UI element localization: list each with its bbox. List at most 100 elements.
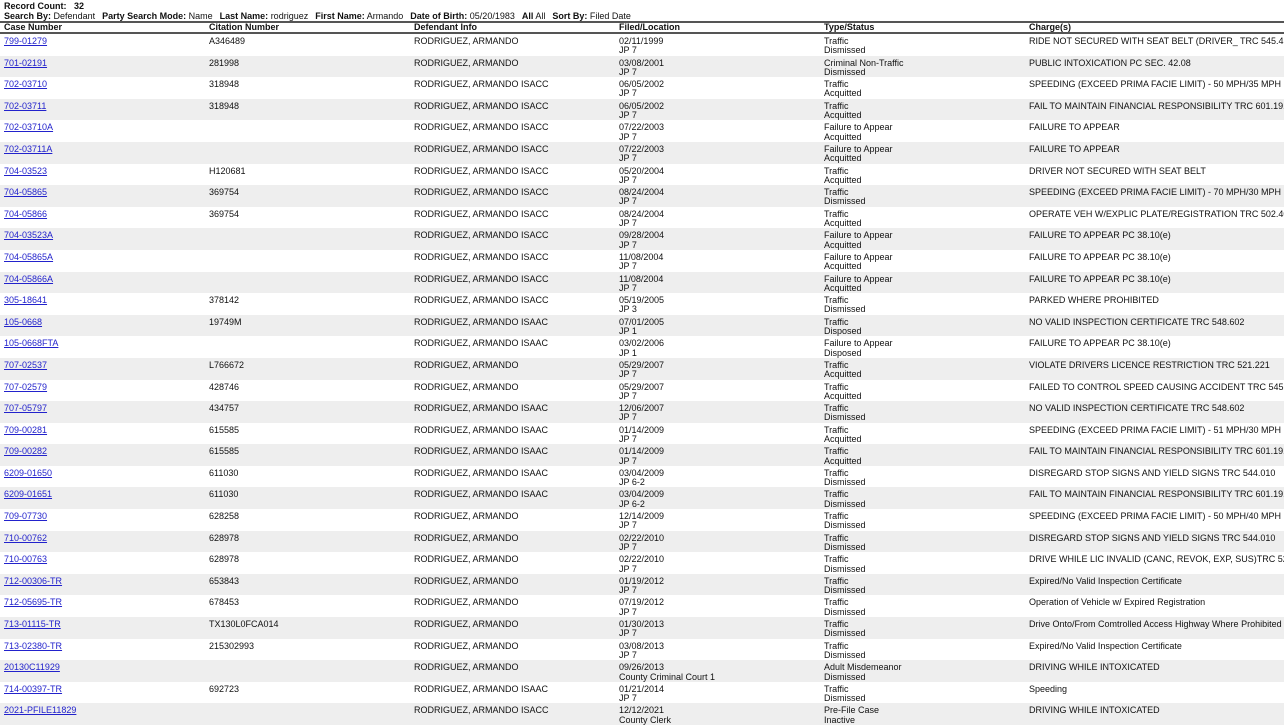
- case-number-cell: 709-00282: [0, 444, 205, 466]
- case-number-cell: 714-00397-TR: [0, 682, 205, 704]
- type-status-cell: Traffic Dismissed: [820, 530, 1025, 553]
- criterion-value: 05/20/1983: [469, 11, 515, 21]
- defendant-info-cell: RODRIGUEZ, ARMANDO ISAAC: [414, 338, 549, 349]
- table-row: 712-05695-TR 678453 RODRIGUEZ, ARMANDO 07/1…: [0, 595, 1284, 617]
- case-type: Traffic: [824, 446, 849, 457]
- case-number-cell: 704-03523A: [0, 228, 205, 250]
- defendant-info-cell: RODRIGUEZ, ARMANDO: [414, 381, 519, 392]
- case-number-cell: 305-18641: [0, 293, 205, 315]
- table-row: 707-05797 434757 RODRIGUEZ, ARMANDO ISAAC 1…: [0, 401, 1284, 423]
- filed-location-cell: 11/08/2004 JP 7: [615, 271, 820, 294]
- defendant-info-cell: RODRIGUEZ, ARMANDO ISACC: [410, 185, 615, 207]
- case-type: Traffic: [824, 489, 849, 500]
- filed-date: 07/22/2003: [619, 143, 665, 154]
- filed-location-cell: 03/04/2009 JP 6-2: [615, 466, 820, 488]
- case-number-link[interactable]: 702-03710A: [4, 122, 54, 133]
- filed-date: 01/14/2009: [619, 424, 665, 435]
- criterion-label: First Name:: [315, 11, 365, 21]
- filed-date: 09/26/2013: [619, 662, 665, 673]
- citation-number-cell: 615585: [205, 444, 410, 466]
- citation-number-cell: 628258: [209, 511, 240, 522]
- location: JP 7: [619, 563, 637, 574]
- case-status: Acquitted: [824, 174, 862, 185]
- case-number-link[interactable]: 710-00763: [4, 554, 48, 565]
- case-number-link[interactable]: 305-18641: [4, 295, 48, 306]
- charges-cell: SPEEDING (EXCEED PRIMA FACIE LIMIT) - 50…: [1029, 79, 1282, 90]
- filed-date: 02/22/2010: [619, 532, 665, 543]
- case-number-link[interactable]: 707-02579: [4, 381, 48, 392]
- location: JP 7: [619, 45, 637, 56]
- charges-cell: SPEEDING (EXCEED PRIMA FACIE LIMIT) - 50…: [1029, 511, 1282, 522]
- table-row: 799-01279 A346489 RODRIGUEZ, ARMANDO 02/11/…: [0, 33, 1284, 56]
- case-number-link[interactable]: 704-03523A: [4, 230, 54, 241]
- case-number-link[interactable]: 704-05866A: [4, 273, 54, 284]
- case-number-link[interactable]: 105-0668: [4, 316, 43, 327]
- case-number-link[interactable]: 6209-01651: [4, 489, 53, 500]
- case-number-link[interactable]: 701-02191: [4, 57, 48, 68]
- case-number-link[interactable]: 704-05865A: [4, 251, 54, 262]
- case-type: Traffic: [824, 554, 849, 565]
- case-number-link[interactable]: 704-05866: [4, 208, 48, 219]
- case-number-link[interactable]: 799-01279: [4, 36, 48, 46]
- case-number-link[interactable]: 707-05797: [4, 403, 48, 414]
- case-number-link[interactable]: 707-02537: [4, 359, 48, 370]
- case-number-link[interactable]: 713-01115-TR: [4, 619, 61, 630]
- citation-number-cell: [205, 703, 410, 725]
- case-number-link[interactable]: 6209-01650: [4, 467, 53, 478]
- search-criteria: Search By: Defendant Party Search Mode: N…: [4, 11, 1284, 21]
- case-status: Acquitted: [824, 282, 862, 293]
- case-number-cell: 6209-01650: [0, 466, 205, 488]
- filed-date: 03/02/2006: [619, 338, 665, 349]
- case-number-cell: 712-00306-TR: [0, 573, 205, 596]
- case-type: Failure to Appear: [824, 251, 893, 262]
- search-criterion: Search By: Defendant: [4, 11, 95, 21]
- filed-location-cell: 05/20/2004 JP 7: [615, 164, 820, 186]
- case-number-link[interactable]: 105-0668FTA: [4, 338, 59, 349]
- case-number-link[interactable]: 709-00282: [4, 446, 48, 457]
- type-status-cell: Traffic Dismissed: [820, 682, 1025, 704]
- case-status: Disposed: [824, 347, 862, 358]
- filed-date: 05/19/2005: [619, 295, 665, 306]
- case-number-link[interactable]: 709-00281: [4, 424, 48, 435]
- case-number-link[interactable]: 704-05865: [4, 187, 48, 198]
- citation-number-cell: H120681: [209, 165, 246, 176]
- filed-location-cell: 08/24/2004 JP 7: [615, 207, 820, 229]
- case-type: Traffic: [824, 359, 849, 370]
- filed-date: 03/08/2001: [619, 57, 665, 68]
- case-status: Dismissed: [824, 649, 866, 660]
- charges-cell: FAILURE TO APPEAR: [1025, 141, 1284, 164]
- case-number-link[interactable]: 702-03711: [4, 100, 47, 111]
- citation-number-cell: 615585: [209, 424, 240, 435]
- defendant-info-cell: RODRIGUEZ, ARMANDO ISAAC: [414, 467, 549, 478]
- table-body: 799-01279 A346489 RODRIGUEZ, ARMANDO 02/11/…: [0, 33, 1284, 725]
- case-number-link[interactable]: 702-03711A: [4, 143, 53, 154]
- filed-date: 12/06/2007: [619, 403, 665, 414]
- case-number-link[interactable]: 713-02380-TR: [4, 640, 63, 651]
- charges-cell: FAIL TO MAINTAIN FINANCIAL RESPONSIBILIT…: [1025, 444, 1284, 466]
- table-row: 704-05866 369754 RODRIGUEZ, ARMANDO ISACC 0…: [0, 207, 1284, 229]
- case-number-link[interactable]: 712-00306-TR: [4, 575, 63, 586]
- case-number-link[interactable]: 714-00397-TR: [4, 683, 63, 694]
- filed-location-cell: 12/14/2009 JP 7: [615, 509, 820, 531]
- table-row: 709-00281 615585 RODRIGUEZ, ARMANDO ISAAC 0…: [0, 423, 1284, 445]
- case-status: Dismissed: [824, 693, 866, 704]
- case-number-link[interactable]: 2021-PFILE11829: [4, 705, 77, 716]
- citation-number-cell: 369754: [205, 185, 410, 207]
- table-row: 702-03710A RODRIGUEZ, ARMANDO ISACC 07/22/…: [0, 120, 1284, 142]
- case-number-link[interactable]: 712-05695-TR: [4, 597, 63, 608]
- defendant-info-cell: RODRIGUEZ, ARMANDO: [410, 660, 615, 682]
- case-type: Traffic: [824, 165, 849, 176]
- case-number-link[interactable]: 704-03523: [4, 165, 48, 176]
- case-number-link[interactable]: 702-03710: [4, 79, 48, 90]
- table-row: 305-18641 378142 RODRIGUEZ, ARMANDO ISACC 0…: [0, 293, 1284, 315]
- case-status: Acquitted: [824, 110, 862, 121]
- citation-number-cell: TX130L0FCA014: [205, 617, 410, 639]
- record-count-value: 32: [74, 1, 85, 11]
- defendant-info-cell: RODRIGUEZ, ARMANDO ISACC: [414, 208, 549, 219]
- case-number-link[interactable]: 709-07730: [4, 511, 48, 522]
- location: JP 6-2: [619, 477, 645, 488]
- type-status-cell: Traffic Dismissed: [820, 552, 1025, 574]
- case-status: Dismissed: [824, 541, 866, 552]
- case-number-link[interactable]: 20130C11929: [4, 662, 60, 673]
- case-number-link[interactable]: 710-00762: [4, 532, 48, 543]
